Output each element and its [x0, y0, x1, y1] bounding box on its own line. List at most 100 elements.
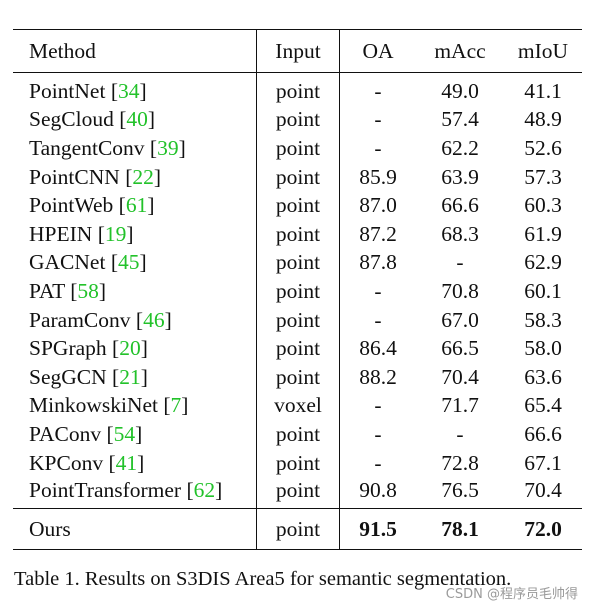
- method-name: ParamConv: [29, 307, 131, 332]
- macc-cell: 49.0: [441, 78, 479, 103]
- method-name: PointCNN: [29, 164, 120, 189]
- macc-cell: 67.0: [441, 307, 479, 332]
- table-row: GACNet [45] point 87.8 - 62.9: [13, 248, 582, 278]
- oa-cell: 85.9: [359, 164, 397, 189]
- method-name: PAT: [29, 278, 65, 303]
- macc-cell: 57.4: [441, 107, 479, 132]
- oa-cell: 87.8: [359, 250, 397, 275]
- method-cell: PointCNN [22]: [13, 162, 257, 192]
- table-header-row: Method Input OA mAcc mIoU: [13, 30, 582, 73]
- ours-row: Ours point 91.5 78.1 72.0: [13, 508, 582, 550]
- table-row: SegCloud [40] point - 57.4 48.9: [13, 105, 582, 135]
- input-cell: point: [256, 162, 340, 192]
- method-cell: PointWeb [61]: [13, 191, 257, 220]
- macc-cell: 66.6: [441, 193, 479, 218]
- miou-cell: 48.9: [524, 107, 562, 132]
- method-cell: PointTransformer [62]: [13, 477, 257, 509]
- method-cell: ParamConv [46]: [13, 305, 257, 335]
- citation-link[interactable]: 41: [115, 450, 138, 475]
- citation-link[interactable]: 58: [77, 278, 99, 303]
- oa-cell: 88.2: [359, 364, 397, 389]
- citation-link[interactable]: 45: [117, 250, 140, 275]
- ours-section: Ours point 91.5 78.1 72.0: [13, 508, 582, 550]
- method-name: SPGraph: [29, 336, 107, 361]
- ours-macc-cell: 78.1: [416, 508, 504, 550]
- method-cell: GACNet [45]: [13, 248, 257, 278]
- method-cell: SegGCN [21]: [13, 362, 257, 392]
- input-cell: point: [256, 277, 340, 306]
- method-name: MinkowskiNet: [29, 393, 158, 418]
- table-row: PAT [58] point - 70.8 60.1: [13, 277, 582, 306]
- miou-cell: 65.4: [524, 393, 562, 418]
- citation-link[interactable]: 7: [170, 393, 182, 418]
- citation-link[interactable]: 22: [132, 164, 154, 189]
- method-cell: PAT [58]: [13, 277, 257, 306]
- input-cell: point: [256, 362, 340, 392]
- macc-cell: 70.4: [441, 364, 479, 389]
- oa-cell: -: [374, 135, 382, 160]
- method-cell: SegCloud [40]: [13, 105, 257, 135]
- miou-cell: 61.9: [524, 221, 562, 246]
- method-cell: PointNet [34]: [13, 72, 257, 106]
- citation-link[interactable]: 61: [125, 193, 148, 218]
- miou-cell: 63.6: [524, 364, 562, 389]
- table-body: PointNet [34] point - 49.0 41.1 SegCloud [40]…: [13, 72, 582, 509]
- miou-cell: 60.3: [524, 193, 562, 218]
- input-cell: point: [256, 420, 340, 449]
- method-name: SegGCN: [29, 364, 107, 389]
- oa-cell: 87.2: [359, 221, 397, 246]
- oa-cell: -: [374, 421, 382, 446]
- ours-oa-cell: 91.5: [339, 508, 416, 550]
- header-miou: mIoU: [504, 30, 582, 73]
- ours-miou-cell: 72.0: [504, 508, 582, 550]
- oa-cell: -: [374, 78, 382, 103]
- citation-link[interactable]: 62: [193, 478, 216, 503]
- miou-cell: 67.1: [524, 450, 562, 475]
- citation-link[interactable]: 19: [104, 221, 127, 246]
- method-cell: PAConv [54]: [13, 420, 257, 449]
- macc-cell: 71.7: [441, 393, 479, 418]
- miou-cell: 58.0: [524, 336, 562, 361]
- input-cell: point: [256, 134, 340, 163]
- macc-cell: 72.8: [441, 450, 479, 475]
- table-row: SPGraph [20] point 86.4 66.5 58.0: [13, 334, 582, 363]
- input-cell: voxel: [256, 391, 340, 421]
- miou-cell: 41.1: [524, 78, 562, 103]
- macc-cell: 68.3: [441, 221, 479, 246]
- input-cell: point: [256, 248, 340, 278]
- oa-cell: -: [374, 307, 382, 332]
- citation-link[interactable]: 21: [119, 364, 141, 389]
- citation-link[interactable]: 46: [143, 307, 165, 332]
- oa-cell: -: [374, 393, 382, 418]
- ours-input-cell: point: [256, 508, 340, 550]
- table-row: PAConv [54] point - - 66.6: [13, 420, 582, 449]
- method-name: PAConv: [29, 421, 102, 446]
- input-cell: point: [256, 448, 340, 478]
- method-cell: TangentConv [39]: [13, 134, 257, 163]
- results-table: Method Input OA mAcc mIoU PointNet [34] p…: [13, 30, 582, 550]
- oa-cell: -: [374, 450, 382, 475]
- input-cell: point: [256, 334, 340, 363]
- table-row: KPConv [41] point - 72.8 67.1: [13, 448, 582, 478]
- input-cell: point: [256, 191, 340, 220]
- citation-link[interactable]: 20: [119, 336, 141, 361]
- miou-cell: 70.4: [524, 478, 562, 503]
- macc-cell: 63.9: [441, 164, 479, 189]
- citation-link[interactable]: 40: [126, 107, 148, 132]
- method-cell: MinkowskiNet [7]: [13, 391, 257, 421]
- oa-cell: 87.0: [359, 193, 397, 218]
- miou-cell: 58.3: [524, 307, 562, 332]
- header-oa: OA: [339, 30, 416, 73]
- oa-cell: 86.4: [359, 336, 397, 361]
- method-name: GACNet: [29, 250, 106, 275]
- method-name: PointNet: [29, 78, 106, 103]
- citation-link[interactable]: 34: [118, 78, 140, 103]
- macc-cell: 62.2: [441, 135, 479, 160]
- macc-cell: 66.5: [441, 336, 479, 361]
- macc-cell: 70.8: [441, 278, 479, 303]
- table-row: ParamConv [46] point - 67.0 58.3: [13, 305, 582, 335]
- citation-link[interactable]: 54: [113, 421, 136, 446]
- citation-link[interactable]: 39: [157, 135, 179, 160]
- table-row: SegGCN [21] point 88.2 70.4 63.6: [13, 362, 582, 392]
- table-row: TangentConv [39] point - 62.2 52.6: [13, 134, 582, 163]
